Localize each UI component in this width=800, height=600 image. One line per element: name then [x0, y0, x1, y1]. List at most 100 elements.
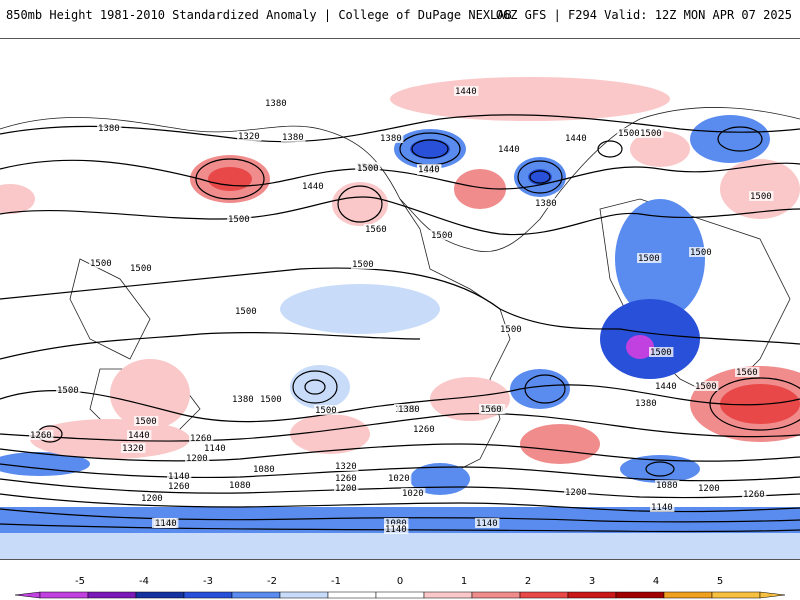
contour-label: 1200: [565, 488, 587, 498]
contour-label-bg: [356, 163, 381, 173]
contour-label: 1500: [130, 264, 152, 274]
contour-label-bg: [228, 480, 253, 490]
contour-label-bg: [167, 471, 192, 481]
contour-label-bg: [401, 488, 426, 498]
contour-label-bg: [29, 430, 54, 440]
contour-label-bg: [499, 324, 524, 334]
contour-label-bg: [564, 487, 589, 497]
contour-label-bg: [154, 518, 179, 528]
contour-label: 1560: [365, 225, 387, 235]
contour-label-bg: [334, 483, 359, 493]
contour-label-bg: [417, 164, 442, 174]
contour-label: 1140: [476, 519, 498, 529]
contour-label: 1140: [204, 444, 226, 454]
contour-label-bg: [97, 123, 122, 133]
colorbar-segment: [87, 591, 137, 599]
contour-label: 1140: [651, 503, 673, 513]
contour-label: 1500: [235, 307, 257, 317]
contour-label-bg: [634, 398, 659, 408]
contour-label-bg: [479, 404, 504, 414]
contour-label-bg: [697, 483, 722, 493]
contour-label: 1440: [418, 165, 440, 175]
colorbar-segment: [471, 591, 521, 599]
colorbar-canvas: -5 -4 -3 -2 -1 0 1 2 3 4 5: [14, 576, 786, 599]
contour-label: 1260: [413, 425, 435, 435]
colorbar-segment: [135, 591, 185, 599]
contour-label-bg: [475, 518, 500, 528]
contour-label-bg: [617, 128, 642, 138]
contour-label-bg: [655, 480, 680, 490]
contour-label-bg: [654, 381, 679, 391]
contour-label-bg: [564, 133, 589, 143]
contour-label-bg: [189, 433, 214, 443]
contour-label-bg: [314, 405, 339, 415]
contour-label-bg: [227, 214, 252, 224]
contour-label-bg: [281, 132, 306, 142]
colorbar-segment: [279, 591, 329, 599]
contour-label: 1140: [385, 525, 407, 535]
header-bar: 850mb Height 1981-2010 Standardized Anom…: [0, 0, 800, 36]
contour-label-bg: [637, 253, 662, 263]
contour-label-bg: [56, 385, 81, 395]
contour-label: 1260: [190, 434, 212, 444]
colorbar-segment: [183, 591, 233, 599]
contour-label-bg: [397, 404, 422, 414]
colorbar-segment: [327, 591, 377, 599]
contour-label: 1260: [30, 431, 52, 441]
contour-label-bg: [140, 493, 165, 503]
contour-label-bg: [649, 347, 674, 357]
contour-label: 1500: [650, 348, 672, 358]
colorbar: -5 -4 -3 -2 -1 0 1 2 3 4 5: [0, 566, 800, 600]
contour-label-bg: [454, 86, 479, 96]
colorbar-tick-label: -5: [75, 576, 85, 587]
contour-label-bg: [534, 198, 559, 208]
colorbar-segment: [423, 591, 473, 599]
colorbar-right-arrow: [759, 591, 786, 599]
contour-label: 1260: [335, 474, 357, 484]
contour-label-bg: [185, 453, 210, 463]
contour-label: 1500: [750, 192, 772, 202]
contour-label: 1380: [98, 124, 120, 134]
contour-label-bg: [167, 481, 192, 491]
colorbar-tick-label: 5: [717, 576, 723, 587]
contour-label: 1500: [500, 325, 522, 335]
contour-label-bg: [127, 430, 152, 440]
colorbar-tick-label: -3: [203, 576, 213, 587]
contour-label: 1500: [618, 129, 640, 139]
contour-label: 1080: [656, 481, 678, 491]
contour-label: 1260: [168, 482, 190, 492]
colorbar-segment: [519, 591, 569, 599]
contour-label: 1080: [253, 465, 275, 475]
contour-label-bg: [89, 258, 114, 268]
anomaly-map: 1380138013201380138014401440150015001440…: [0, 38, 800, 560]
contour-label-bg: [334, 461, 359, 471]
contour-label: 1140: [168, 472, 190, 482]
contour-label-bg: [412, 424, 437, 434]
contour-label: 1380: [265, 99, 287, 109]
contour-label: 1440: [128, 431, 150, 441]
colorbar-tick-label: 3: [589, 576, 595, 587]
contour-label: 1500: [57, 386, 79, 396]
contour-label-bg: [689, 247, 714, 257]
contour-label-bg: [749, 191, 774, 201]
contour-label: 1440: [498, 145, 520, 155]
product-title: 850mb Height 1981-2010 Standardized Anom…: [6, 8, 512, 22]
map-canvas: 1380138013201380138014401440150015001440…: [0, 39, 800, 559]
colorbar-segment: [711, 591, 761, 599]
contour-label: 1500: [638, 254, 660, 264]
contour-label: 1500: [695, 382, 717, 392]
contour-label: 1500: [690, 248, 712, 258]
contour-label: 1500: [135, 417, 157, 427]
colorbar-segment: [615, 591, 665, 599]
colorbar-segment: [39, 591, 89, 599]
colorbar-segment: [375, 591, 425, 599]
contour-label-bg: [264, 98, 289, 108]
colorbar-tick-label: -2: [267, 576, 277, 587]
contour-label: 1380: [380, 134, 402, 144]
contour-label-bg: [234, 306, 259, 316]
contour-label: 1500: [640, 129, 662, 139]
contour-label-bg: [639, 128, 664, 138]
contour-label: 1200: [186, 454, 208, 464]
contour-label: 1380: [635, 399, 657, 409]
contour-label: 1320: [238, 132, 260, 142]
